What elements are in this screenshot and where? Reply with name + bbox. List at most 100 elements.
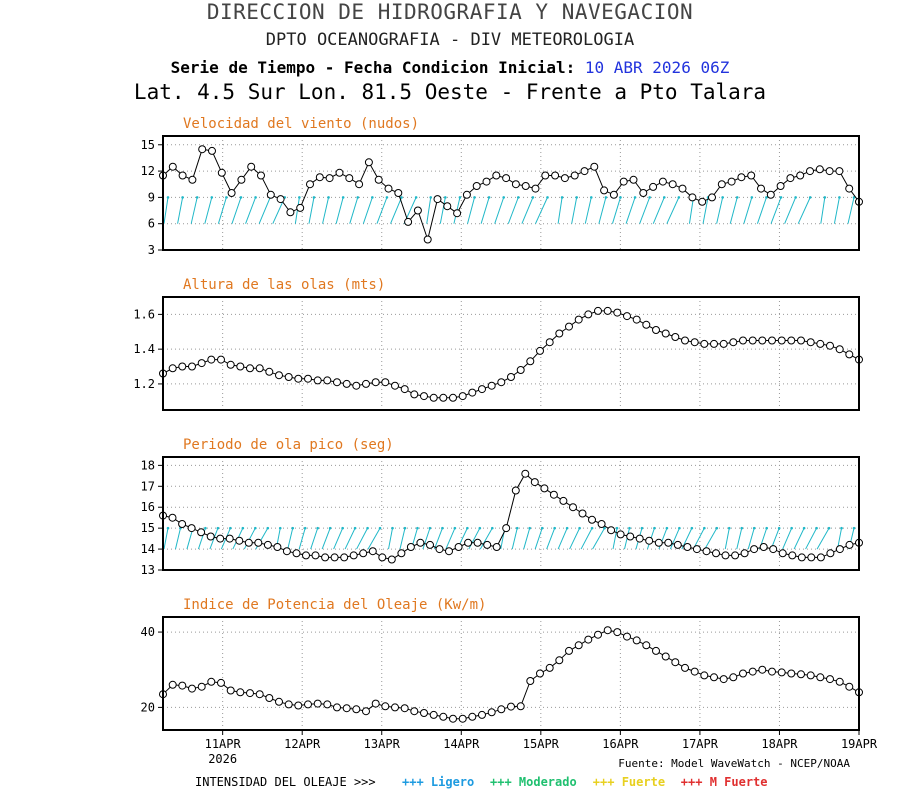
- direction-arrow-head: [458, 196, 462, 199]
- direction-arrow: [666, 197, 680, 224]
- direction-arrow-head: [750, 196, 754, 199]
- data-point: [217, 678, 225, 687]
- legend-item: +++ Ligero: [402, 775, 474, 789]
- data-point: [244, 538, 253, 547]
- data-point: [729, 338, 738, 347]
- y-tick-label: 13: [141, 563, 155, 577]
- direction-arrow-head: [653, 526, 656, 530]
- data-point: [530, 478, 539, 487]
- data-point: [710, 339, 718, 348]
- y-tick-label: 1.4: [133, 342, 155, 356]
- data-point: [497, 705, 506, 714]
- data-point: [845, 350, 854, 359]
- data-point: [282, 547, 291, 556]
- direction-arrow-head: [181, 196, 184, 199]
- direction-arrow: [557, 197, 563, 224]
- data-point: [198, 145, 207, 154]
- data-point: [825, 167, 834, 176]
- direction-arrow-head: [225, 196, 228, 199]
- data-point: [458, 714, 467, 723]
- data-point: [664, 538, 673, 547]
- direction-arrow: [724, 528, 730, 550]
- direction-arrow-head: [441, 526, 444, 530]
- main-title: DIRECCION DE HIDROGRAFIA Y NAVEGACION: [206, 0, 694, 24]
- data-point: [458, 392, 467, 401]
- data-point: [683, 543, 692, 551]
- data-point: [381, 378, 390, 387]
- direction-arrow-head: [546, 196, 549, 199]
- data-point: [168, 513, 177, 522]
- data-point: [468, 712, 477, 721]
- data-point: [578, 509, 587, 518]
- data-point: [845, 184, 854, 193]
- data-point: [521, 469, 530, 478]
- y-tick-label: 17: [141, 479, 155, 493]
- data-point: [787, 336, 796, 345]
- direction-arrow: [534, 527, 543, 550]
- data-point: [588, 515, 596, 524]
- y-tick-label: 1.6: [133, 307, 155, 321]
- data-point: [757, 184, 765, 193]
- data-point: [236, 362, 245, 371]
- direction-arrow: [797, 197, 811, 224]
- y-tick-label: 20: [141, 700, 155, 714]
- direction-arrow-head: [802, 526, 806, 530]
- data-point: [626, 532, 635, 541]
- legend-prefix: INTENSIDAD DEL OLEAJE >>>: [195, 775, 376, 789]
- data-point: [511, 486, 520, 495]
- data-point: [368, 547, 377, 556]
- data-point: [835, 345, 844, 354]
- data-point: [645, 536, 654, 545]
- data-point: [497, 378, 506, 387]
- data-point: [330, 553, 339, 562]
- data-point: [449, 714, 457, 723]
- direction-arrow-head: [210, 196, 214, 199]
- direction-arrow-head: [366, 526, 369, 530]
- direction-arrow-head: [633, 196, 637, 199]
- data-point: [777, 336, 786, 345]
- direction-arrow-head: [823, 196, 827, 199]
- direction-arrow: [557, 527, 568, 550]
- direction-arrow: [388, 528, 394, 550]
- data-point: [168, 162, 177, 171]
- data-point: [545, 663, 554, 672]
- data-point: [603, 626, 612, 635]
- data-point: [468, 388, 477, 397]
- series-label: Serie de Tiempo - Fecha Condicion Inicia…: [170, 58, 576, 77]
- data-point: [788, 551, 797, 560]
- direction-arrow: [190, 197, 198, 224]
- direction-arrow-head: [385, 196, 389, 199]
- data-point: [835, 545, 844, 554]
- data-point: [642, 320, 651, 329]
- data-point: [397, 549, 406, 558]
- direction-arrow-head: [752, 526, 756, 530]
- data-point: [731, 551, 740, 560]
- direction-arrow-head: [195, 196, 199, 199]
- y-tick-label: 1.2: [133, 377, 155, 391]
- data-point: [816, 673, 825, 682]
- direction-arrow-head: [429, 196, 433, 199]
- data-point: [323, 376, 332, 385]
- data-point: [570, 171, 579, 180]
- direction-arrow-head: [703, 526, 706, 530]
- data-point: [661, 652, 670, 661]
- data-point: [826, 675, 834, 684]
- direction-arrow-head: [341, 196, 345, 199]
- data-point: [487, 381, 496, 390]
- direction-arrow-head: [400, 196, 403, 199]
- direction-arrow-head: [327, 196, 330, 199]
- data-point: [306, 180, 314, 189]
- data-point: [526, 357, 535, 366]
- legend-item: +++ Fuerte: [593, 775, 665, 789]
- data-point: [748, 667, 757, 676]
- data-point: [652, 326, 660, 334]
- direction-arrow: [546, 527, 556, 550]
- series-info: Serie de Tiempo - Fecha Condicion Inicia…: [0, 58, 900, 77]
- data-point: [443, 202, 452, 211]
- data-point: [590, 162, 599, 171]
- data-point: [178, 681, 187, 690]
- direction-arrow-head: [735, 196, 739, 199]
- source-note: Fuente: Model WaveWatch - NCEP/NOAA: [618, 757, 850, 770]
- data-point: [502, 174, 511, 183]
- panel-title: Altura de las olas (mts): [183, 277, 385, 293]
